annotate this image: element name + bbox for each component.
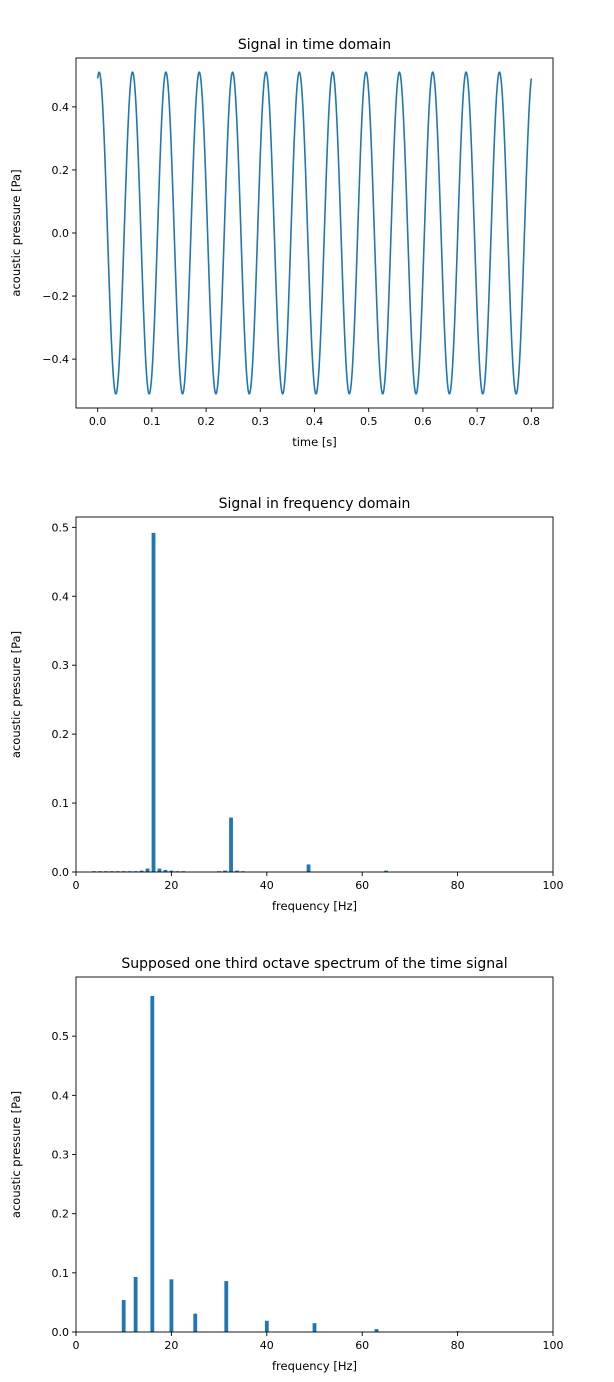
x-tick-label: 0.7	[468, 415, 486, 428]
y-tick-label: −0.2	[42, 290, 69, 303]
x-axis-label: frequency [Hz]	[272, 1359, 357, 1373]
chart-title: Signal in time domain	[238, 37, 391, 53]
chart-2: Signal in frequency domain frequency [Hz]…	[9, 496, 564, 913]
y-tick-label: −0.4	[42, 353, 69, 366]
x-tick-label: 0.3	[252, 415, 270, 428]
bar	[374, 1329, 379, 1332]
chart-1: Signal in time domain time [s] acoustic pr…	[9, 37, 554, 449]
x-tick-label: 0.4	[306, 415, 324, 428]
bar	[224, 1281, 229, 1332]
y-tick-label: 0.4	[52, 101, 70, 114]
x-tick-label: 100	[543, 879, 564, 892]
x-tick-label: 40	[260, 879, 274, 892]
bar	[312, 1323, 317, 1333]
x-tick-label: 100	[543, 1339, 564, 1352]
bar	[264, 1320, 269, 1332]
bar	[139, 870, 144, 872]
x-axis-label: frequency [Hz]	[272, 899, 357, 913]
x-tick-label: 0.8	[523, 415, 541, 428]
x-tick-label: 60	[355, 1339, 369, 1352]
bar	[151, 532, 156, 872]
y-tick-label: 0.4	[52, 590, 70, 603]
bar	[163, 869, 168, 872]
bar	[133, 1276, 138, 1332]
x-tick-label: 0.2	[197, 415, 215, 428]
x-tick-label: 0.6	[414, 415, 432, 428]
chart-title: Signal in frequency domain	[219, 496, 411, 512]
bar	[235, 870, 239, 872]
x-tick-label: 20	[164, 1339, 178, 1352]
x-tick-label: 0	[73, 1339, 80, 1352]
y-tick-label: 0.2	[52, 728, 70, 741]
y-tick-label: 0.4	[52, 1089, 70, 1102]
axes-frame	[75, 57, 554, 409]
x-tick-label: 0.5	[360, 415, 378, 428]
y-tick-label: 0.3	[52, 1149, 70, 1162]
x-tick-label: 0.1	[143, 415, 161, 428]
axes-frame	[75, 516, 554, 873]
y-tick-label: 0.0	[52, 866, 70, 879]
y-tick-label: 0.2	[52, 1208, 70, 1221]
x-tick-label: 80	[451, 879, 465, 892]
bar	[223, 870, 227, 872]
bar	[193, 1313, 198, 1332]
x-tick-label: 40	[260, 1339, 274, 1352]
bar	[169, 1279, 174, 1332]
y-tick-label: 0.1	[52, 1267, 70, 1280]
bar	[229, 817, 233, 872]
chart-3: Supposed one third octave spectrum of th…	[9, 956, 564, 1373]
bar	[169, 870, 174, 872]
x-tick-label: 20	[164, 879, 178, 892]
y-tick-label: 0.0	[52, 227, 70, 240]
x-tick-label: 0.0	[89, 415, 107, 428]
chart-title: Supposed one third octave spectrum of th…	[121, 956, 507, 972]
y-axis-label: acoustic pressure [Pa]	[9, 169, 23, 296]
y-axis-label: acoustic pressure [Pa]	[9, 631, 23, 758]
y-axis-label: acoustic pressure [Pa]	[9, 1091, 23, 1218]
y-tick-label: 0.1	[52, 797, 70, 810]
series-line-1	[96, 71, 533, 395]
y-tick-label: 0.5	[52, 521, 70, 534]
bar	[306, 864, 311, 872]
bar	[150, 995, 155, 1332]
bar	[157, 868, 162, 872]
y-tick-label: 0.5	[52, 1030, 70, 1043]
bar	[384, 870, 388, 872]
x-tick-label: 60	[355, 879, 369, 892]
x-tick-label: 0	[73, 879, 80, 892]
bar	[121, 1300, 126, 1332]
axes-frame	[75, 976, 554, 1333]
bar	[145, 868, 150, 872]
y-tick-label: 0.3	[52, 659, 70, 672]
y-tick-label: 0.0	[52, 1326, 70, 1339]
y-tick-label: 0.2	[52, 164, 70, 177]
x-tick-label: 80	[451, 1339, 465, 1352]
x-axis-label: time [s]	[292, 435, 337, 449]
